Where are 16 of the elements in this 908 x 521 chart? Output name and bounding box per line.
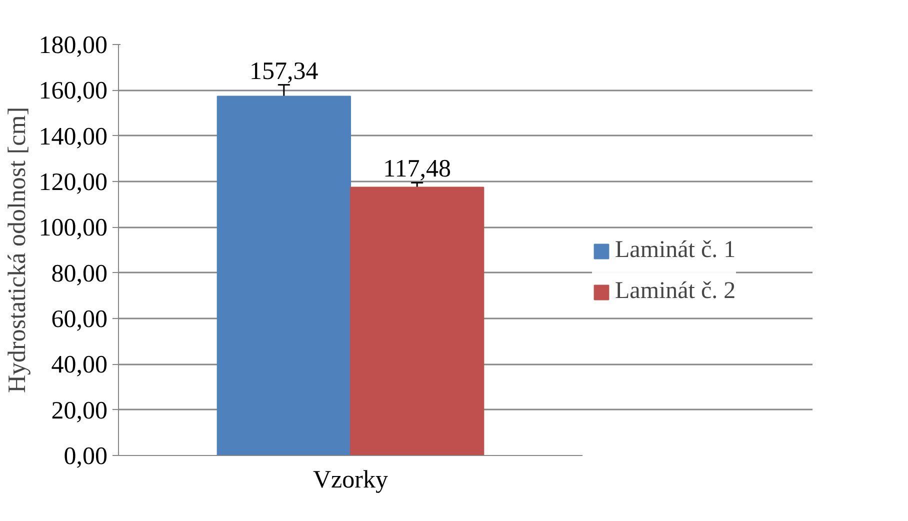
y-tick-label: 140,00 bbox=[38, 123, 108, 150]
y-tick-label: 40,00 bbox=[51, 352, 108, 379]
y-tick-label: 0,00 bbox=[64, 443, 108, 470]
y-tick-label: 60,00 bbox=[51, 306, 108, 333]
x-tick-label: Vzorky bbox=[313, 466, 388, 494]
legend-label: Laminát č. 2 bbox=[615, 278, 736, 305]
y-tick-label: 100,00 bbox=[38, 214, 108, 242]
y-tick-label: 20,00 bbox=[51, 397, 108, 424]
legend-label: Laminát č. 1 bbox=[615, 237, 736, 264]
y-tick-label: 180,00 bbox=[38, 32, 108, 59]
y-axis-title: Hydrostatická odolnost [cm] bbox=[4, 106, 31, 394]
data-label: 157,34 bbox=[250, 58, 319, 85]
y-tick-label: 160,00 bbox=[38, 78, 108, 105]
data-label: 117,48 bbox=[383, 156, 451, 183]
y-tick-label: 80,00 bbox=[51, 260, 108, 288]
y-tick-label: 120,00 bbox=[38, 169, 108, 196]
